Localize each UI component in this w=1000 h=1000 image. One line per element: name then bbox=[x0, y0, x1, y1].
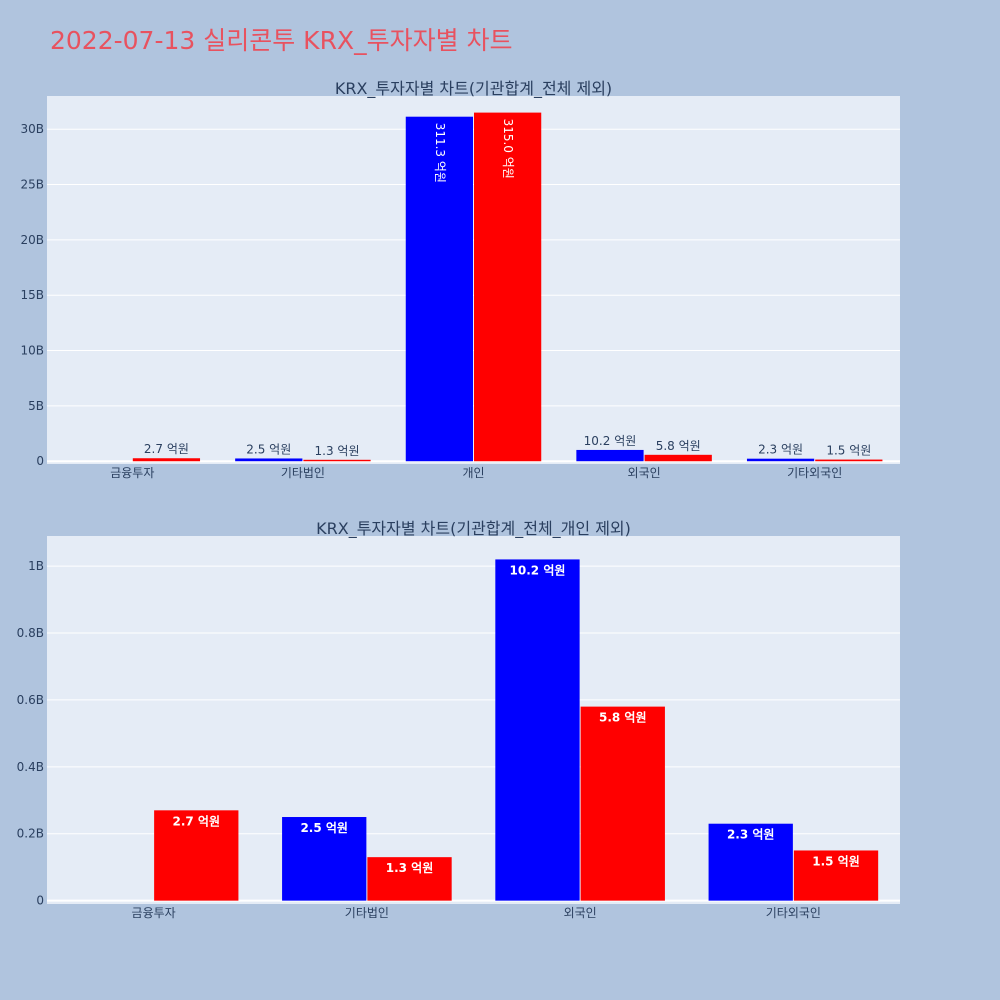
bar bbox=[815, 459, 883, 462]
data-label: 2.7 억원 bbox=[173, 814, 221, 828]
y-tick-label: 1B bbox=[28, 559, 44, 573]
bar bbox=[405, 116, 473, 462]
y-tick-label: 0.8B bbox=[17, 626, 44, 640]
y-tick-label: 5B bbox=[28, 399, 44, 413]
chart-title: KRX_투자자별 차트(기관합계_전체 제외) bbox=[335, 79, 612, 99]
page-title: 2022-07-13 실리콘투 KRX_투자자별 차트 bbox=[50, 26, 513, 55]
data-label: 2.5 억원 bbox=[246, 442, 291, 456]
x-tick-label: 외국인 bbox=[564, 906, 597, 920]
data-label: 2.3 억원 bbox=[758, 443, 803, 457]
bar bbox=[367, 857, 452, 901]
bar bbox=[580, 706, 665, 901]
plot-area bbox=[47, 96, 900, 464]
data-label: 2.3 억원 bbox=[727, 828, 775, 842]
data-label: 5.8 억원 bbox=[599, 711, 647, 725]
y-tick-label: 30B bbox=[20, 122, 44, 136]
bar bbox=[644, 454, 712, 462]
y-tick-label: 10B bbox=[20, 344, 44, 358]
data-label: 2.5 억원 bbox=[300, 821, 348, 835]
data-label: 1.3 억원 bbox=[386, 861, 434, 875]
bar bbox=[708, 823, 793, 901]
bar bbox=[154, 810, 239, 901]
bar bbox=[495, 559, 580, 901]
x-tick-label: 개인 bbox=[462, 466, 484, 480]
x-tick-label: 금융투자 bbox=[132, 906, 176, 920]
y-tick-label: 0.6B bbox=[17, 693, 44, 707]
data-label: 1.3 억원 bbox=[315, 444, 360, 458]
x-tick-label: 기타외국인 bbox=[766, 906, 821, 920]
chart-title: KRX_투자자별 차트(기관합계_전체_개인 제외) bbox=[316, 519, 631, 539]
bar bbox=[576, 449, 644, 462]
bar bbox=[235, 458, 303, 462]
y-tick-label: 0.4B bbox=[17, 760, 44, 774]
data-label: 311.3 억원 bbox=[433, 123, 447, 183]
bar bbox=[303, 459, 371, 462]
y-tick-label: 0 bbox=[36, 454, 44, 468]
x-tick-label: 금융투자 bbox=[110, 466, 154, 480]
bar bbox=[282, 817, 367, 901]
bar bbox=[793, 850, 879, 901]
data-label: 2.7 억원 bbox=[144, 442, 189, 456]
y-tick-label: 0 bbox=[36, 894, 44, 908]
bar bbox=[474, 112, 542, 462]
bar bbox=[746, 458, 815, 462]
x-tick-label: 기타외국인 bbox=[787, 466, 842, 480]
chart-top: 0 5B 10B 15B 20B 25B 30B KRX_투자자별 차트(기관합계_전체 제외… bbox=[20, 79, 900, 480]
data-label: 1.5 억원 bbox=[812, 854, 860, 868]
data-label: 10.2 억원 bbox=[584, 434, 637, 448]
x-tick-label: 기타법인 bbox=[345, 906, 389, 920]
y-tick-label: 20B bbox=[20, 233, 44, 247]
bar bbox=[132, 458, 201, 462]
y-tick-label: 25B bbox=[20, 178, 44, 192]
data-label: 1.5 억원 bbox=[826, 444, 871, 458]
x-tick-label: 기타법인 bbox=[281, 466, 325, 480]
x-tick-label: 외국인 bbox=[628, 466, 661, 480]
data-label: 5.8 억원 bbox=[656, 439, 701, 453]
y-tick-label: 15B bbox=[20, 288, 44, 302]
chart-bottom: 0 0.2B 0.4B 0.6B 0.8B 1B KRX_투자자별 차트(기관합계_전체_개… bbox=[17, 519, 900, 920]
data-label: 315.0 억원 bbox=[501, 119, 515, 179]
data-label: 10.2 억원 bbox=[510, 563, 566, 577]
y-tick-label: 0.2B bbox=[17, 827, 44, 841]
